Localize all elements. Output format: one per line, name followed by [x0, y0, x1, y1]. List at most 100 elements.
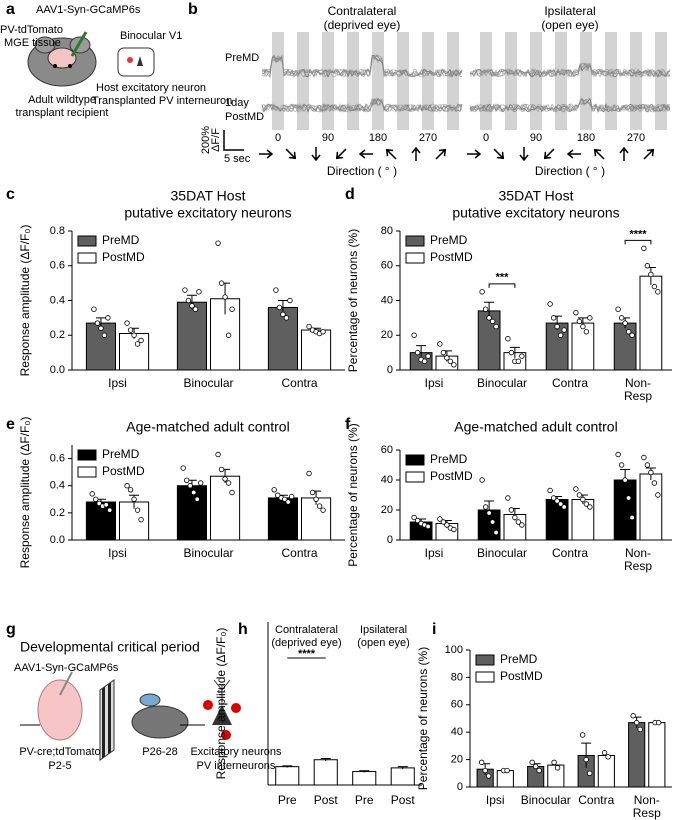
animal-point [515, 358, 522, 365]
chart-title: 35DAT Host [499, 188, 574, 204]
animal-point [655, 289, 661, 295]
direction-arrow [519, 147, 529, 162]
stimulus-period [480, 32, 492, 95]
animal-point [229, 306, 235, 312]
animal-point [306, 470, 312, 477]
animal-point [482, 767, 488, 774]
host-label: Host excitatory neuron [96, 82, 206, 94]
chart-title: 35DAT Host [171, 188, 246, 204]
error-bar [320, 758, 331, 761]
animal-point [414, 517, 421, 524]
animal-point [222, 294, 228, 300]
bar [648, 722, 666, 788]
panel-label: e [6, 416, 15, 433]
animal-point [644, 263, 651, 269]
direction-arrow [593, 148, 605, 160]
animal-point [508, 507, 515, 513]
chart-title: Age-matched adult control [126, 419, 289, 435]
animal-point [618, 462, 625, 468]
animal-point [641, 245, 647, 252]
animal-point [309, 489, 316, 496]
direction-arrow [467, 149, 482, 159]
animal-point [655, 492, 661, 498]
y-tick-label: 0 [457, 781, 463, 793]
column-title: (deprived eye) [324, 18, 401, 32]
direction-arrow [643, 148, 655, 160]
direction-axis-label: Direction ( ° ) [327, 164, 397, 178]
animal-point [288, 493, 295, 500]
direction-arrow [566, 149, 581, 159]
y-axis-label: Response amplitude (ΔF/F₀) [18, 417, 32, 569]
animal-point [101, 332, 108, 338]
animal-point [532, 763, 539, 770]
stimulus-period [655, 32, 667, 95]
x-tick-label: Binocular [183, 546, 233, 560]
animal-point [479, 289, 485, 295]
calcium-trace [469, 62, 671, 78]
animal-point [478, 759, 485, 766]
adult-label: P26-28 [142, 746, 177, 758]
x-tick-label: Binocular [183, 376, 233, 390]
animal-point [561, 504, 567, 510]
y-tick-label: 0.2 [50, 329, 65, 341]
stimulus-period [630, 32, 642, 95]
x-tick-label: Ipsi [108, 376, 127, 390]
animal-point [138, 337, 144, 344]
y-tick-label: 0.4 [50, 294, 65, 306]
animal-point [194, 496, 200, 502]
animal-point [601, 750, 608, 756]
bar [313, 759, 338, 786]
y-tick-label: 20 [381, 329, 393, 341]
animal-point [271, 487, 277, 493]
direction-tick-label: 0 [483, 132, 489, 144]
x-tick-label: Non-Resp [624, 376, 652, 403]
significance-label: **** [298, 648, 316, 660]
y-tick-label: 60 [381, 444, 393, 456]
animal-point [505, 336, 511, 342]
stimulus-period [297, 87, 309, 130]
stimulus-period [397, 32, 409, 95]
y-axis-label: Percentage of neurons (%) [346, 423, 360, 566]
animal-point [421, 358, 428, 365]
group-label: Contralateral [275, 624, 338, 636]
direction-arrow [385, 148, 397, 160]
animal-point [615, 451, 621, 458]
panel-label: g [6, 621, 16, 638]
bar [390, 767, 415, 786]
animal-point [444, 355, 450, 361]
y-tick-label: 0.0 [50, 534, 65, 546]
legend-label: PostMD [102, 250, 145, 264]
animal-point [573, 309, 579, 316]
y-tick-label: 80 [451, 671, 463, 683]
animal-point [641, 454, 647, 461]
direction-arrow [259, 149, 274, 159]
y-tick-label: 0.8 [50, 225, 65, 237]
animal-point [180, 465, 186, 471]
animal-point [134, 507, 141, 513]
x-tick-label: Non-Resp [624, 546, 652, 573]
x-tick-label: Contra [281, 546, 317, 560]
group-label: (deprived eye) [271, 637, 341, 649]
legend-label: PostMD [430, 469, 473, 483]
column-title: Ipsilateral [544, 4, 595, 18]
y-tick-label: 20 [381, 504, 393, 516]
animal-point [287, 297, 293, 304]
stimulus-period [297, 32, 309, 95]
y-axis-label: Response amplitude (ΔF/F₀) [18, 225, 32, 377]
animal-point [486, 315, 492, 321]
animal-point [587, 504, 593, 510]
significance-bracket [488, 283, 516, 288]
direction-tick-label: 0 [275, 132, 281, 144]
cell-legend: PV interneurons [197, 760, 276, 772]
pup-label: P2-5 [48, 760, 71, 772]
panel-label: h [238, 621, 248, 638]
recipient-label: transplant recipient [16, 107, 109, 119]
animal-point [124, 320, 130, 326]
column-title: Contralateral [328, 4, 397, 18]
animal-point [105, 315, 111, 321]
significance-label: *** [496, 272, 510, 284]
animal-point [447, 358, 454, 365]
x-tick-label: Binocular [521, 793, 571, 807]
direction-tick-label: 180 [577, 132, 595, 144]
animal-point [89, 491, 95, 497]
